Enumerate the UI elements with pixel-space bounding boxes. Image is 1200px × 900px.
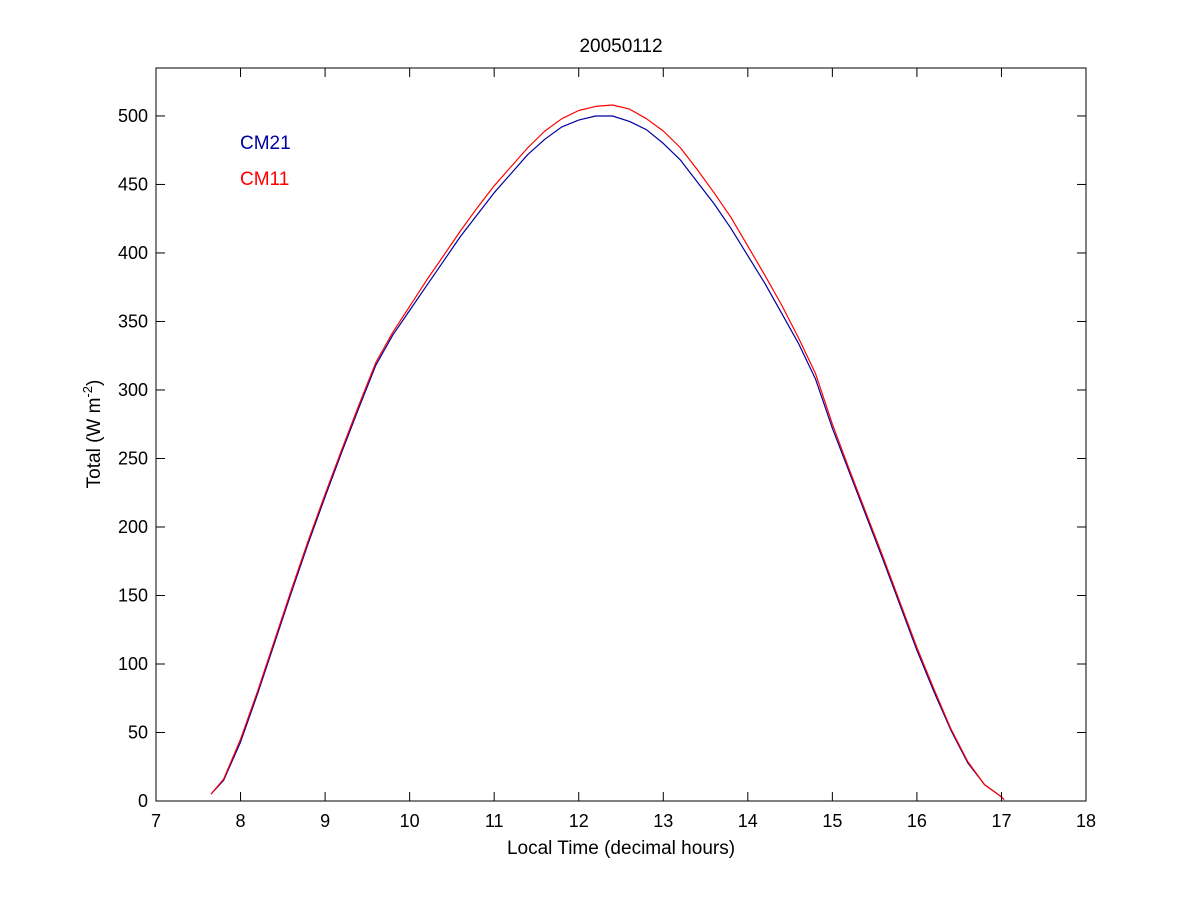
series-line-cm11	[210, 104, 1005, 801]
y-tick-label: 250	[118, 448, 148, 468]
x-tick-label: 18	[1076, 811, 1096, 831]
x-tick-label: 13	[653, 811, 673, 831]
series-line-cm21	[210, 115, 1005, 801]
x-tick-label: 17	[991, 811, 1011, 831]
x-tick-label: 16	[907, 811, 927, 831]
y-tick-label: 200	[118, 517, 148, 537]
x-tick-label: 9	[320, 811, 330, 831]
series-layer	[210, 104, 1005, 801]
y-axis-label-prefix: Total (W m	[84, 398, 105, 489]
y-tick-label: 450	[118, 174, 148, 194]
y-tick-label: 150	[118, 585, 148, 605]
x-tick-label: 11	[485, 811, 504, 831]
x-axis-label: Local Time (decimal hours)	[507, 838, 735, 859]
x-tick-labels: 7 8 9 10 11 12 13 14 15 16 17 18	[151, 811, 1096, 831]
plot-background	[156, 68, 1086, 801]
y-axis-label-superscript: -2	[80, 386, 95, 398]
x-tick-label: 12	[569, 811, 589, 831]
y-tick-labels: 0 50 100 150 200 250 300 350 400 450 500	[118, 106, 148, 811]
plot-frame	[155, 67, 1087, 802]
y-tick-label: 100	[118, 654, 148, 674]
chart-title: 20050112	[579, 36, 662, 57]
x-tick-label: 8	[236, 811, 246, 831]
legend-entry-cm21: CM21	[240, 133, 291, 154]
y-axis-label: Total (W m-2)	[80, 380, 105, 489]
y-tick-label: 300	[118, 380, 148, 400]
y-tick-label: 500	[118, 106, 148, 126]
x-tick-label: 10	[400, 811, 420, 831]
x-tick-label: 7	[151, 811, 161, 831]
y-tick-label: 350	[118, 311, 148, 331]
legend-entry-cm11: CM11	[240, 169, 289, 190]
y-tick-label: 50	[128, 722, 148, 742]
y-tick-label: 0	[138, 791, 148, 811]
x-tick-label: 14	[738, 811, 758, 831]
y-axis-label-suffix: )	[84, 380, 105, 386]
legend: CM21 CM11	[240, 133, 291, 190]
tick-layer	[155, 68, 1087, 802]
y-tick-label: 400	[118, 243, 148, 263]
x-tick-label: 15	[822, 811, 842, 831]
